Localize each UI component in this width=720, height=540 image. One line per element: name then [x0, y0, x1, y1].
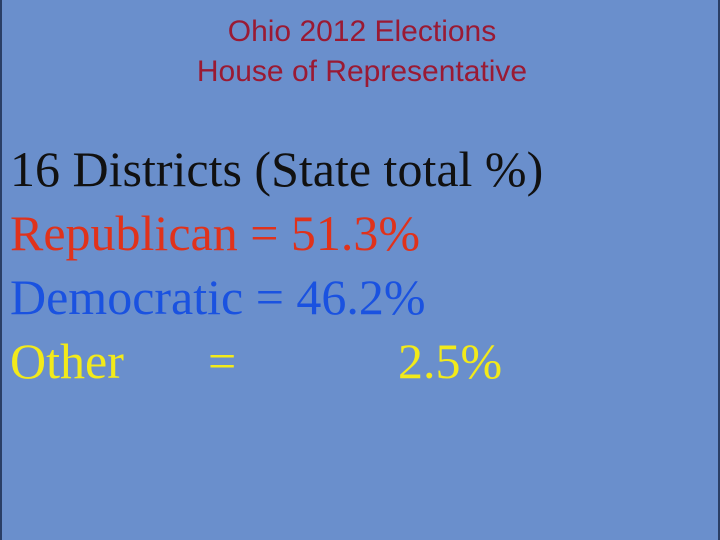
result-other: Other = 2.5% [10, 329, 543, 393]
result-value: 2.5% [398, 333, 503, 389]
slide-title: Ohio 2012 Elections House of Representat… [2, 12, 720, 92]
result-label: Other [10, 333, 124, 389]
result-republican: Republican = 51.3% [10, 201, 543, 265]
result-equals: = [255, 269, 284, 325]
result-equals: = [208, 333, 237, 389]
title-line-2: House of Representative [196, 55, 528, 88]
title-line-1: Ohio 2012 Elections [227, 15, 497, 48]
districts-heading: 16 Districts (State total %) [10, 141, 544, 197]
result-value: 51.3% [290, 205, 421, 261]
slide-body: 16 Districts (State total %) Republican … [10, 137, 543, 393]
result-label: Republican [10, 205, 238, 261]
result-equals: = [250, 205, 279, 261]
result-value: 46.2% [296, 269, 426, 325]
result-democratic: Democratic = 46.2% [10, 265, 543, 329]
result-label: Democratic [10, 269, 244, 325]
